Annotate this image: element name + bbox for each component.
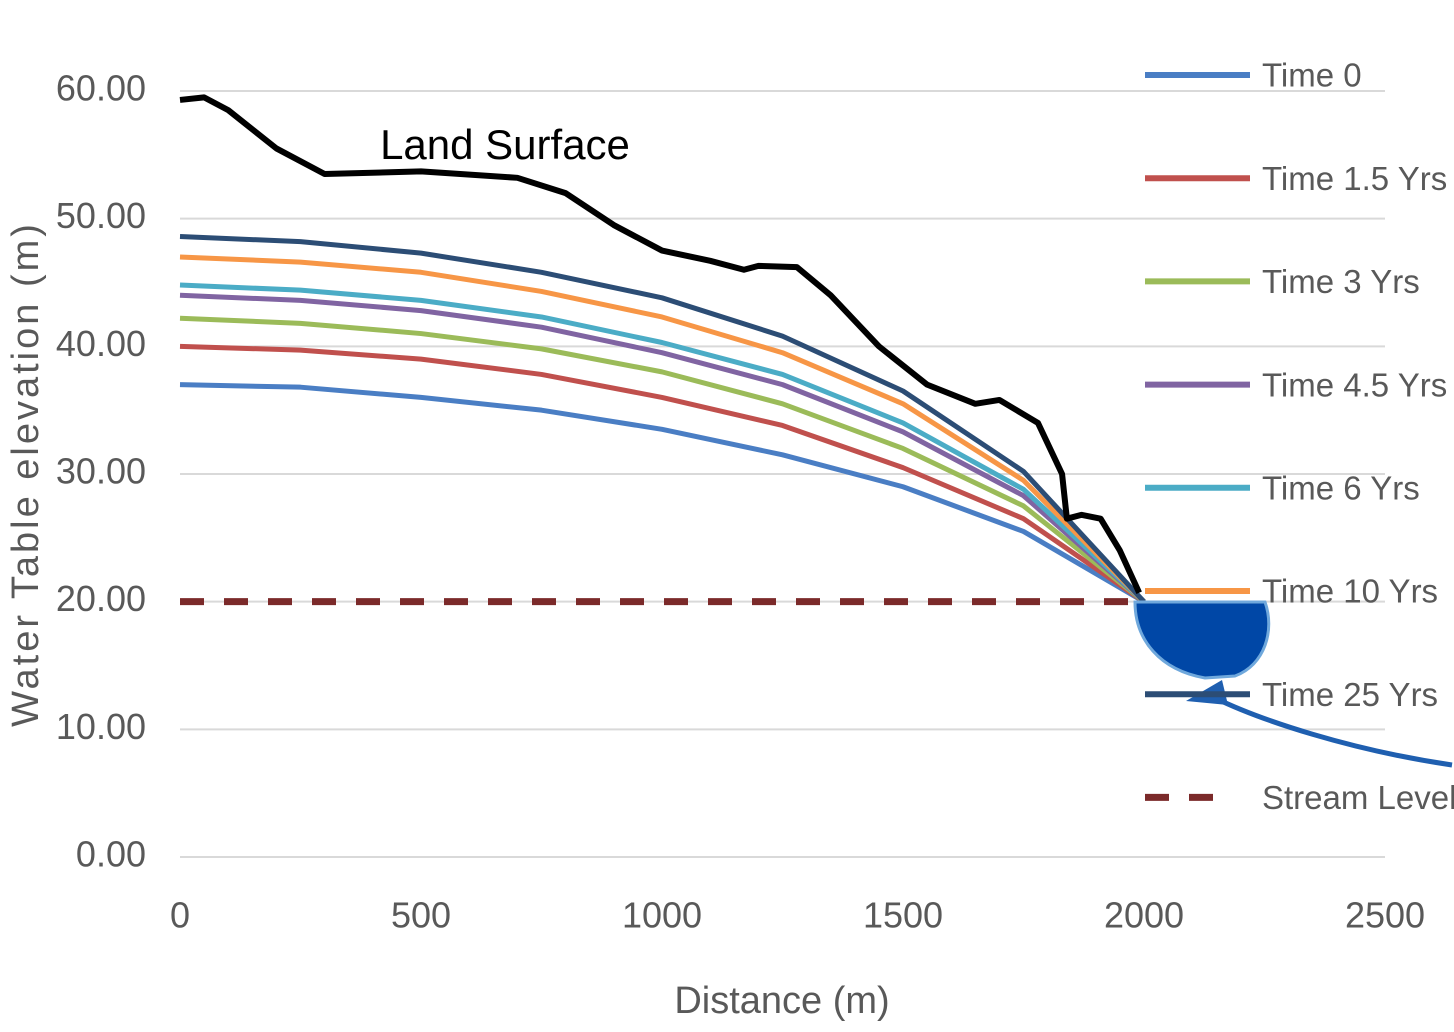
legend-label: Time 25 Yrs xyxy=(1262,676,1438,713)
x-tick-label: 1500 xyxy=(863,895,943,936)
legend-label: Time 4.5 Yrs xyxy=(1262,366,1447,403)
y-tick-label: 20.00 xyxy=(56,578,146,619)
y-axis-title: Water Table elevation (m) xyxy=(5,221,47,727)
legend-label: Time 1.5 Yrs xyxy=(1262,160,1447,197)
x-tick-label: 500 xyxy=(391,895,451,936)
chart: Land Surface Water Table elevation (m) D… xyxy=(0,0,1454,1032)
x-tick-label: 1000 xyxy=(622,895,702,936)
y-tick-label: 0.00 xyxy=(76,834,146,875)
x-axis-title: Distance (m) xyxy=(674,980,889,1022)
plot-lines xyxy=(180,97,1144,601)
x-tick-label: 0 xyxy=(170,895,190,936)
legend-label: Time 3 Yrs xyxy=(1262,263,1420,300)
x-tick-label: 2000 xyxy=(1104,895,1184,936)
legend-label: Time 0 xyxy=(1262,57,1362,94)
y-tick-label: 40.00 xyxy=(56,323,146,364)
y-tick-label: 10.00 xyxy=(56,706,146,747)
y-tick-label: 50.00 xyxy=(56,195,146,236)
series-line xyxy=(180,318,1144,601)
legend-label: Stream Level xyxy=(1262,779,1454,816)
legend-label: Time 10 Yrs xyxy=(1262,573,1438,610)
legend-label: Time 6 Yrs xyxy=(1262,470,1420,507)
series-line xyxy=(180,285,1144,602)
y-tick-label: 60.00 xyxy=(56,68,146,109)
stream-shape xyxy=(1135,602,1269,678)
y-tick-label: 30.00 xyxy=(56,451,146,492)
annotation: Land Surface xyxy=(380,121,630,168)
x-tick-label: 2500 xyxy=(1345,895,1425,936)
grid xyxy=(180,91,1385,857)
